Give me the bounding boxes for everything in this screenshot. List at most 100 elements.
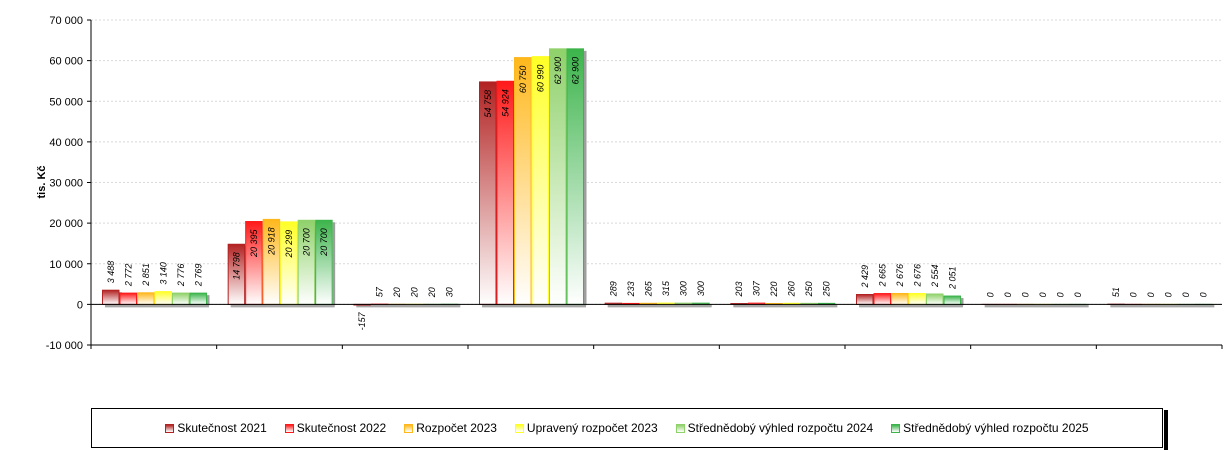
y-tick-label: 10 000 (49, 259, 83, 271)
bar (102, 289, 120, 305)
bar-group-shadow (859, 304, 963, 308)
legend-item: Skutečnost 2022 (284, 421, 387, 435)
legend-item: Střednědobý výhled rozpočtu 2025 (891, 421, 1089, 435)
data-label: 3 488 (106, 261, 116, 284)
data-label: 289 (608, 281, 618, 297)
data-label: 2 554 (930, 264, 940, 288)
chart-svg: 3 488 2 772 2 851 3 140 2 776 2 769 14 798 20 3… (36, 15, 1223, 352)
legend-item: Rozpočet 2023 (404, 421, 497, 435)
legend-swatch (284, 423, 294, 433)
data-label: 220 (769, 281, 779, 297)
bar (566, 48, 584, 305)
legend-label: Skutečnost 2022 (296, 421, 387, 435)
bar (943, 295, 961, 305)
data-label: 60 750 (518, 66, 528, 94)
y-axis-title: tis. Kč (36, 165, 48, 198)
data-label: 0 (1164, 292, 1174, 297)
data-label: 2 676 (895, 264, 905, 288)
bar (856, 294, 874, 305)
bar-group-shadow (105, 304, 209, 308)
data-label: 2 851 (141, 263, 151, 287)
bar-group-shadow (1110, 304, 1215, 308)
data-labels-layer: 3 488 2 772 2 851 3 140 2 776 2 769 14 798 20 3… (106, 57, 1209, 331)
data-label: 203 (734, 282, 744, 298)
data-label: 2 676 (912, 264, 922, 288)
data-label: 0 (985, 292, 995, 297)
data-label: 0 (1146, 292, 1156, 297)
data-label: 20 700 (301, 228, 311, 257)
bar (873, 293, 891, 305)
legend-swatch (165, 423, 175, 433)
bar-group-shadow (482, 304, 586, 308)
y-tick-label: 50 000 (49, 96, 83, 108)
data-label: 265 (643, 280, 653, 297)
data-label: 250 (822, 281, 832, 297)
legend: Skutečnost 2021 Skutečnost 2022 Rozpočet 2… (91, 408, 1163, 448)
bar-group-shadow (230, 304, 335, 308)
bar (531, 56, 549, 305)
bar (189, 292, 207, 305)
bar-shadow (207, 295, 210, 306)
bar (908, 293, 926, 305)
data-label: 0 (1181, 292, 1191, 297)
legend-swatch (891, 423, 901, 433)
bar-shadow (961, 298, 964, 306)
bar-group-shadow (984, 304, 1089, 308)
bar (891, 293, 909, 305)
bar-group-shadow (607, 304, 712, 308)
data-label: 0 (1073, 292, 1083, 297)
bar-shadow (584, 50, 587, 306)
data-label: 20 395 (249, 229, 259, 259)
legend-label: Střednědobý výhled rozpočtu 2024 (687, 421, 874, 435)
bar-group-shadow (733, 304, 838, 308)
y-tick-label: 60 000 (49, 56, 83, 68)
data-label: 0 (1055, 292, 1065, 297)
bar (137, 292, 155, 305)
y-tick-label: 70 000 (49, 15, 83, 27)
legend-label: Skutečnost 2021 (177, 421, 267, 435)
bar (514, 57, 532, 305)
data-label: 20 299 (284, 230, 294, 259)
data-label: 2 769 (193, 264, 203, 288)
data-label: 0 (1020, 292, 1030, 297)
legend-item: Skutečnost 2021 (165, 421, 267, 435)
legend-label: Střednědobý výhled rozpočtu 2025 (903, 421, 1089, 435)
y-tick-label: 0 (77, 299, 83, 311)
data-label: 51 (1111, 287, 1121, 297)
data-label: 250 (804, 281, 814, 297)
data-label: -157 (357, 311, 367, 330)
data-label: 3 140 (158, 262, 168, 285)
data-label: 0 (1129, 292, 1139, 297)
data-label: 62 900 (570, 57, 580, 85)
bars-layer (102, 48, 1215, 308)
data-label: 260 (787, 281, 797, 297)
data-label: 0 (1003, 292, 1013, 297)
y-tick-label: -10 000 (46, 340, 83, 352)
bar-group-shadow (356, 304, 461, 308)
bar (549, 48, 567, 305)
data-label: 62 900 (553, 57, 563, 85)
data-label: 2 776 (176, 264, 186, 288)
data-label: 54 758 (483, 90, 493, 118)
legend-swatch (514, 423, 524, 433)
data-label: 307 (752, 280, 762, 296)
y-tick-label: 20 000 (49, 218, 83, 230)
legend-swatch (675, 423, 685, 433)
legend-label: Rozpočet 2023 (416, 421, 497, 435)
bar (172, 292, 190, 305)
bar (926, 293, 944, 305)
data-label: 20 (392, 287, 402, 298)
legend-shadow (1164, 410, 1168, 450)
data-label: 60 990 (535, 65, 545, 93)
data-label: 315 (661, 280, 671, 296)
data-label: 2 665 (877, 263, 887, 288)
data-label: 300 (678, 281, 688, 296)
data-label: 2 772 (123, 264, 133, 288)
legend-label: Upravený rozpočet 2023 (526, 421, 658, 435)
data-label: 20 918 (266, 227, 276, 256)
data-label: 233 (626, 281, 636, 297)
data-label: 2 429 (860, 265, 870, 289)
data-label: 0 (1038, 292, 1048, 297)
legend-item: Upravený rozpočet 2023 (514, 421, 658, 435)
